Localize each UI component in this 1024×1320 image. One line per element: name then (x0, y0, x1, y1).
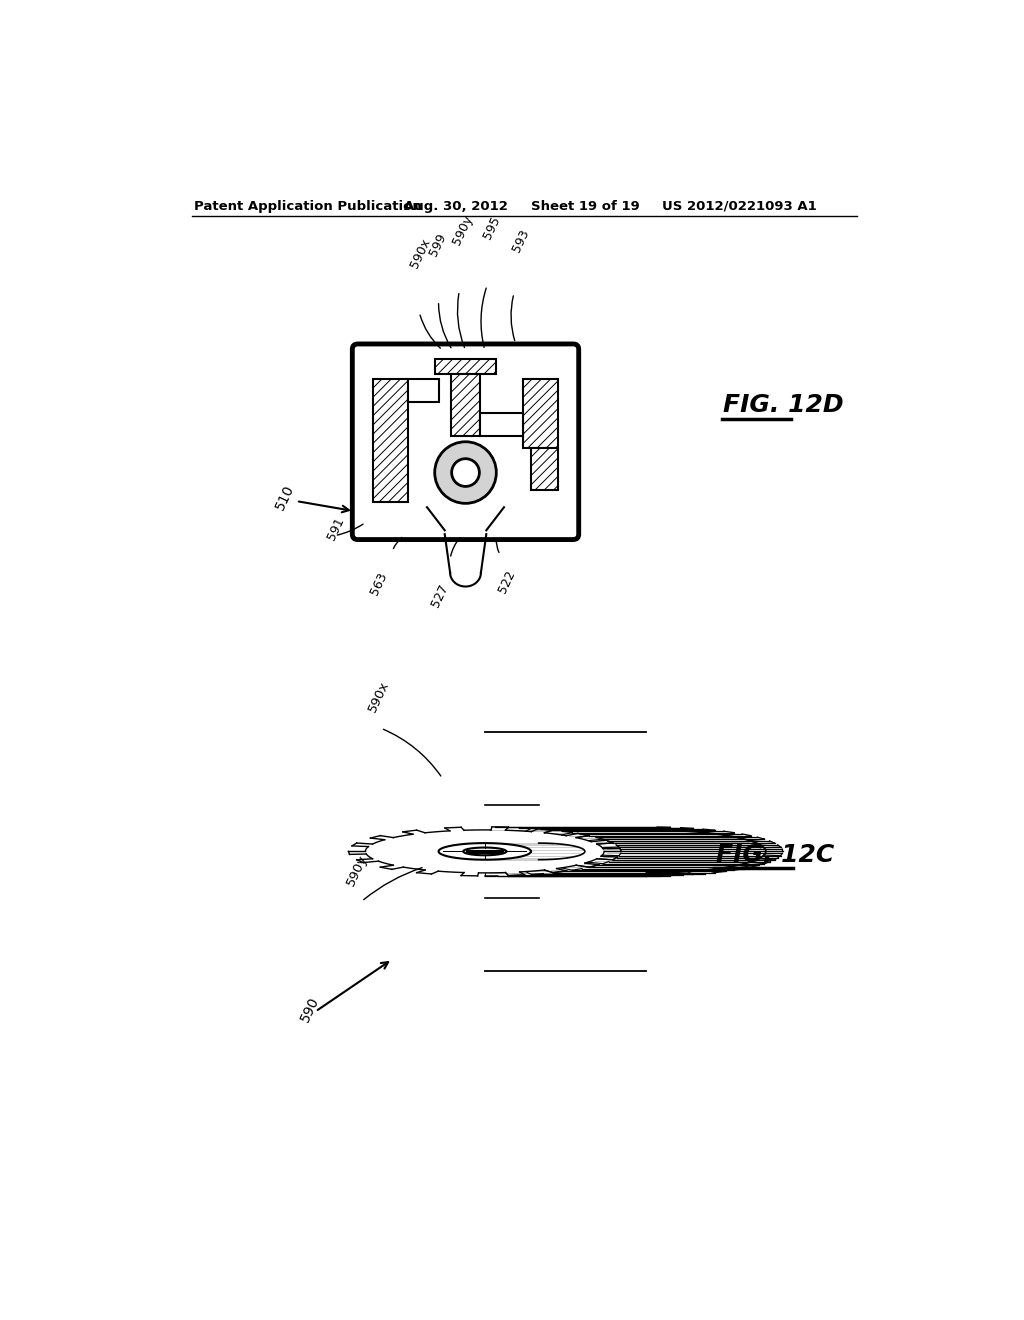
Text: 590y: 590y (345, 853, 371, 888)
Bar (435, 359, 497, 374)
Text: 527: 527 (429, 582, 452, 609)
Bar (451, 374, 480, 436)
Text: 595: 595 (481, 214, 503, 242)
Text: FIG. 12D: FIG. 12D (724, 393, 844, 417)
Circle shape (452, 459, 479, 487)
Text: 590: 590 (298, 995, 322, 1024)
Circle shape (435, 442, 497, 503)
Text: 590y: 590y (451, 213, 475, 247)
Text: 590x: 590x (408, 236, 433, 271)
Text: 522: 522 (497, 569, 518, 595)
Text: 593: 593 (510, 227, 532, 255)
Text: Sheet 19 of 19: Sheet 19 of 19 (531, 199, 640, 213)
Text: FIG. 12C: FIG. 12C (716, 843, 834, 867)
Text: 510: 510 (273, 483, 297, 512)
Text: 590x: 590x (366, 678, 391, 714)
Text: US 2012/0221093 A1: US 2012/0221093 A1 (662, 199, 816, 213)
Bar (408, 379, 438, 401)
Text: 599: 599 (427, 231, 449, 259)
Bar (523, 379, 558, 447)
Text: 591: 591 (325, 515, 346, 543)
Bar (531, 447, 558, 490)
FancyBboxPatch shape (352, 345, 579, 540)
Text: Aug. 30, 2012: Aug. 30, 2012 (403, 199, 508, 213)
Text: Patent Application Publication: Patent Application Publication (194, 199, 422, 213)
Bar (480, 413, 523, 436)
Text: 563: 563 (368, 570, 389, 598)
Bar (373, 379, 408, 502)
